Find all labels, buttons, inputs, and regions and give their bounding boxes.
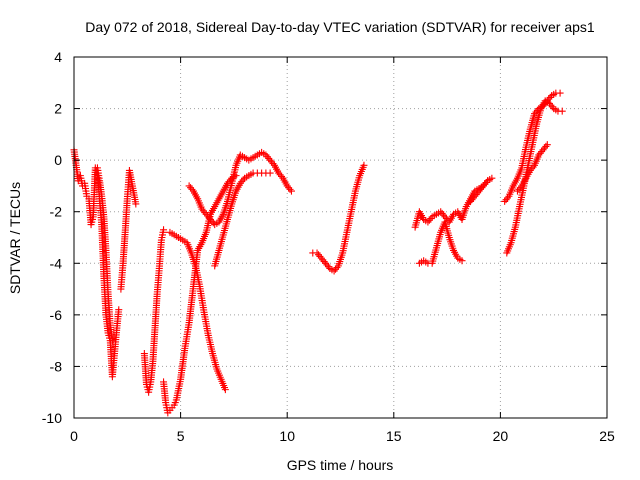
y-tick-label: -2 bbox=[50, 204, 63, 220]
data-point bbox=[543, 141, 551, 149]
data-point bbox=[458, 257, 466, 265]
x-tick-label: 0 bbox=[70, 428, 78, 444]
data-point-fill bbox=[548, 103, 556, 111]
x-tick-label: 25 bbox=[599, 428, 615, 444]
data-point bbox=[132, 200, 140, 208]
plot-frame bbox=[73, 56, 608, 419]
chart-title: Day 072 of 2018, Sidereal Day-to-day VTE… bbox=[85, 19, 595, 35]
data-point-fill bbox=[269, 160, 277, 168]
data-point-fill bbox=[504, 194, 512, 202]
y-tick-label: 4 bbox=[54, 49, 62, 65]
y-tick-label: 0 bbox=[54, 152, 62, 168]
data-point-fill bbox=[546, 93, 554, 101]
data-point bbox=[360, 161, 368, 169]
data-point-fill bbox=[278, 172, 286, 180]
data-point bbox=[484, 177, 492, 185]
x-tick-label: 20 bbox=[493, 428, 509, 444]
data-point bbox=[160, 226, 168, 234]
data-point-fill bbox=[333, 264, 341, 272]
data-point-fill bbox=[188, 185, 196, 193]
data-point-fill bbox=[286, 185, 294, 193]
data-point-fill bbox=[482, 178, 490, 186]
x-tick-label: 15 bbox=[386, 428, 402, 444]
y-axis-label: SDTVAR / TECUs bbox=[7, 182, 23, 294]
axis-ticks: 0 5 10 15 20 25 -10 -8 -6 -4 -2 0 2 4 bbox=[42, 49, 615, 444]
data-point bbox=[556, 89, 564, 97]
data-point bbox=[221, 386, 229, 394]
data-point-fill bbox=[427, 215, 435, 223]
data-point-fill bbox=[542, 142, 550, 150]
data-point-fill bbox=[239, 176, 247, 184]
data-point-fill bbox=[324, 263, 332, 271]
y-tick-label: -8 bbox=[50, 358, 63, 374]
data-point bbox=[488, 174, 496, 182]
y-tick-label: 2 bbox=[54, 101, 62, 117]
data-points bbox=[70, 89, 566, 417]
x-axis-label: GPS time / hours bbox=[287, 457, 394, 473]
y-tick-label: -6 bbox=[50, 307, 63, 323]
data-point bbox=[266, 169, 274, 177]
x-tick-label: 10 bbox=[279, 428, 295, 444]
data-point bbox=[115, 306, 123, 314]
data-point-fill bbox=[516, 184, 524, 192]
y-tick-label: -4 bbox=[50, 255, 63, 271]
data-point-fill bbox=[529, 163, 537, 171]
y-tick-label: -10 bbox=[42, 410, 62, 426]
data-point bbox=[108, 337, 116, 345]
data-point bbox=[287, 187, 295, 195]
data-point bbox=[558, 107, 566, 115]
x-tick-label: 5 bbox=[177, 428, 185, 444]
